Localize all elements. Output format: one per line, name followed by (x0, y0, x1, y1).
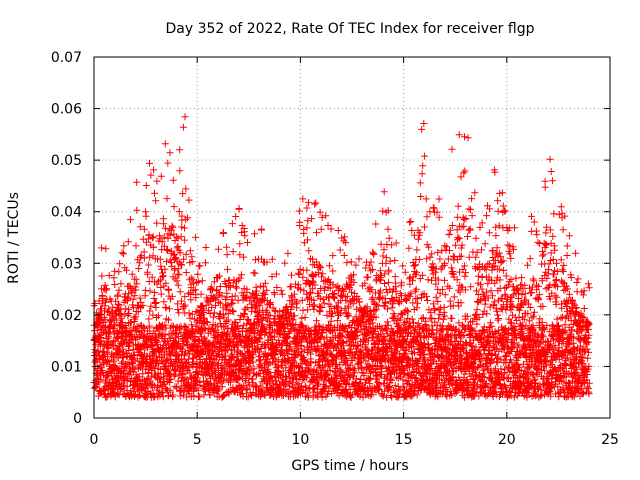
y-tick-label: 0.03 (51, 256, 82, 272)
x-tick-labels: 0 5 10 15 20 25 (90, 432, 619, 448)
y-tick-labels: 0 0.01 0.02 0.03 0.04 0.05 0.06 0.07 (51, 50, 82, 427)
y-tick-label: 0 (73, 411, 82, 427)
x-tick-label: 10 (291, 432, 309, 448)
data-points (90, 113, 593, 401)
y-tick-label: 0.06 (51, 102, 82, 118)
x-tick-label: 5 (193, 432, 202, 448)
y-tick-label: 0.05 (51, 153, 82, 169)
y-tick-label: 0.07 (51, 50, 82, 66)
x-tick-label: 0 (90, 432, 99, 448)
x-tick-label: 25 (601, 432, 619, 448)
chart-title: Day 352 of 2022, Rate Of TEC Index for r… (166, 21, 535, 37)
roti-point-markers (90, 113, 593, 401)
x-tick-label: 20 (498, 432, 516, 448)
y-axis-label: ROTI / TECUs (6, 192, 22, 284)
x-tick-label: 15 (395, 432, 413, 448)
y-tick-label: 0.04 (51, 205, 82, 221)
y-tick-label: 0.02 (51, 308, 82, 324)
y-tick-label: 0.01 (51, 359, 82, 375)
axis-ticks (93, 56, 611, 419)
plot-frame (93, 56, 611, 419)
x-axis-label: GPS time / hours (291, 458, 408, 474)
